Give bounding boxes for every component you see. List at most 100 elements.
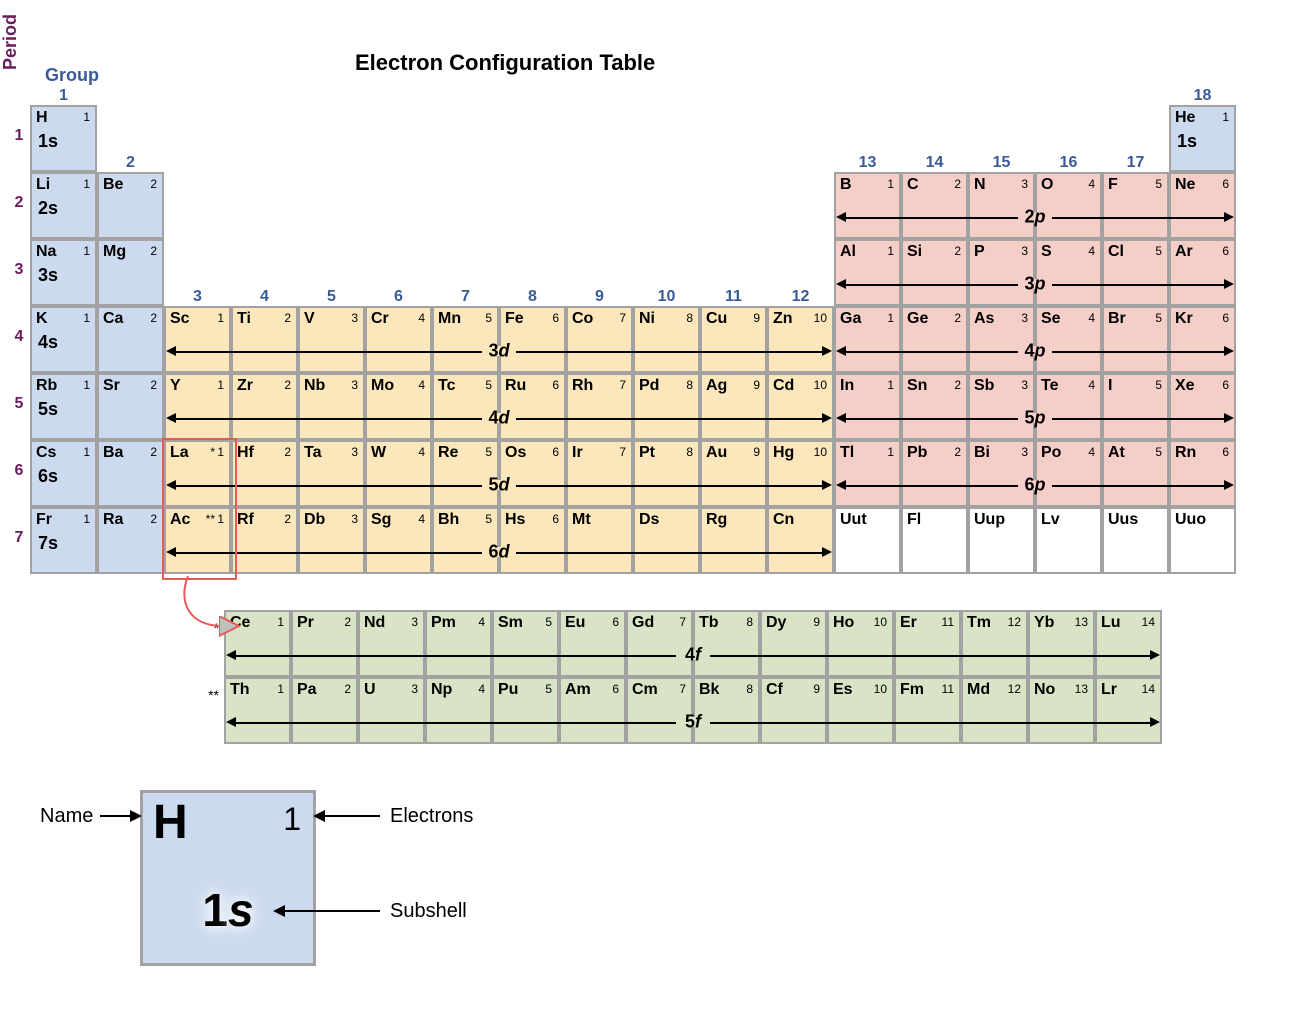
electron-count: 3 — [1021, 378, 1028, 392]
element-symbol: Kr — [1175, 310, 1193, 328]
electron-count: 11 — [942, 615, 954, 629]
electron-count: 1 — [887, 244, 894, 258]
element-cell: Th1 — [224, 677, 291, 744]
element-symbol: Rf — [237, 511, 254, 529]
element-symbol: W — [371, 444, 386, 462]
element-symbol: Sc — [170, 310, 190, 328]
element-symbol: Ds — [639, 511, 659, 529]
element-cell: Ba2 — [97, 440, 164, 507]
electron-count: 6 — [552, 445, 559, 459]
element-cell: Fl — [901, 507, 968, 574]
element-symbol: Se — [1041, 310, 1061, 328]
element-symbol: Mo — [371, 377, 394, 395]
element-cell: C2 — [901, 172, 968, 239]
legend-symbol: H — [153, 795, 188, 850]
element-cell: Cd10 — [767, 373, 834, 440]
electron-count: 4 — [1088, 311, 1095, 325]
element-cell: Bk8 — [693, 677, 760, 744]
element-cell: Pb2 — [901, 440, 968, 507]
electron-count: 4 — [418, 378, 425, 392]
element-cell: Po4 — [1035, 440, 1102, 507]
element-symbol: Pm — [431, 614, 456, 632]
element-symbol: Ba — [103, 444, 123, 462]
electron-count: 1 — [83, 110, 90, 124]
element-cell: Fm11 — [894, 677, 961, 744]
element-symbol: Nd — [364, 614, 385, 632]
element-cell: Cu9 — [700, 306, 767, 373]
element-cell: Rn6 — [1169, 440, 1236, 507]
subshell-label: 2s — [38, 198, 58, 219]
element-symbol: Tm — [967, 614, 991, 632]
legend-cell: H11s — [140, 790, 316, 966]
element-symbol: Fm — [900, 681, 924, 699]
element-symbol: Lr — [1101, 681, 1117, 699]
period-number: 5 — [12, 395, 26, 413]
element-symbol: Th — [230, 681, 250, 699]
electron-count: 3 — [351, 378, 358, 392]
element-cell: Ds — [633, 507, 700, 574]
electron-count: 2 — [284, 378, 291, 392]
electron-count: 2 — [344, 682, 351, 696]
electron-count: 8 — [746, 682, 753, 696]
page-title: Electron Configuration Table — [355, 50, 655, 76]
group-number: 15 — [968, 154, 1035, 172]
electron-count: 2 — [284, 445, 291, 459]
element-cell: Bi3 — [968, 440, 1035, 507]
electron-count: 2 — [150, 177, 157, 191]
element-symbol: Be — [103, 176, 123, 194]
electron-count: 2 — [954, 244, 961, 258]
element-symbol: La — [170, 444, 189, 462]
electron-count: 5 — [545, 682, 552, 696]
electron-count: 10 — [814, 378, 827, 392]
electron-count: 9 — [813, 682, 820, 696]
electron-count: 1 — [887, 311, 894, 325]
element-cell: B1 — [834, 172, 901, 239]
arrow-icon — [100, 815, 140, 817]
element-symbol: As — [974, 310, 994, 328]
element-symbol: Gd — [632, 614, 654, 632]
element-cell: Ni8 — [633, 306, 700, 373]
element-symbol: Ac — [170, 511, 190, 529]
electron-count: 5 — [545, 615, 552, 629]
element-cell: Pr2 — [291, 610, 358, 677]
electron-count: 5 — [1155, 244, 1162, 258]
element-symbol: Ge — [907, 310, 928, 328]
group-number: 5 — [298, 288, 365, 306]
electron-count: 7 — [679, 682, 686, 696]
element-cell: Pd8 — [633, 373, 700, 440]
electron-count: 5 — [1155, 311, 1162, 325]
group-number: 8 — [499, 288, 566, 306]
electron-count: 6 — [1222, 445, 1229, 459]
element-cell: Zr2 — [231, 373, 298, 440]
element-cell: Sn2 — [901, 373, 968, 440]
arrow-icon — [275, 910, 380, 912]
group-number: 17 — [1102, 154, 1169, 172]
element-cell: Se 4 — [1035, 306, 1102, 373]
electron-count: 1 — [217, 311, 224, 325]
element-cell: Uuo — [1169, 507, 1236, 574]
element-cell: Co7 — [566, 306, 633, 373]
electron-count: 6 — [612, 615, 619, 629]
electron-count: 5 — [1155, 445, 1162, 459]
element-cell: In1 — [834, 373, 901, 440]
element-symbol: Cu — [706, 310, 727, 328]
element-symbol: Mt — [572, 511, 591, 529]
element-symbol: Au — [706, 444, 727, 462]
electron-count: 4 — [478, 615, 485, 629]
element-cell: Dy9 — [760, 610, 827, 677]
element-cell: Ir7 — [566, 440, 633, 507]
electron-count: 4 — [418, 512, 425, 526]
electron-count: 5 — [485, 445, 492, 459]
element-symbol: Si — [907, 243, 922, 261]
electron-count: 8 — [686, 445, 693, 459]
element-cell: Cr4 — [365, 306, 432, 373]
element-cell: Si 2 — [901, 239, 968, 306]
element-cell: Rh7 — [566, 373, 633, 440]
element-symbol: Uus — [1108, 511, 1138, 529]
electron-count: 8 — [746, 615, 753, 629]
legend-electrons: 1 — [283, 801, 301, 838]
electron-count: 10 — [814, 445, 827, 459]
electron-config-table: Electron Configuration Table Period Grou… — [10, 10, 1290, 990]
subshell-label: 3s — [38, 265, 58, 286]
electron-count: 1 — [217, 512, 224, 526]
